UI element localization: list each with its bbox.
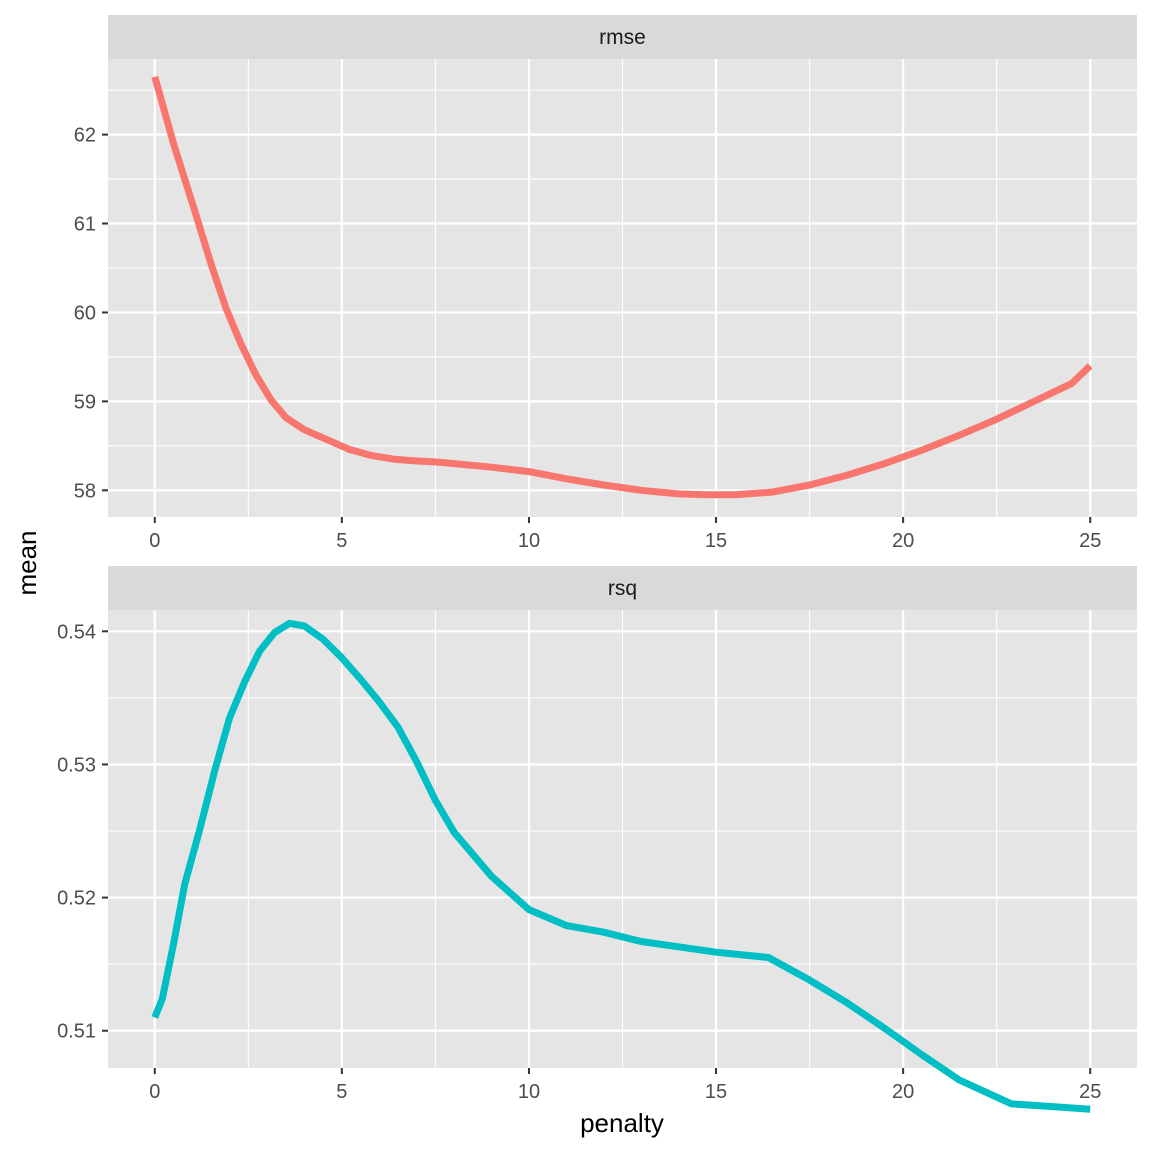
x-tick-label: 25 <box>1079 530 1101 552</box>
series-line-rmse <box>151 75 1093 499</box>
y-tick-label: 61 <box>74 214 96 236</box>
facet-panels: rmse 0 5 10 15 20 25 58 59 60 61 62 rsq 0 5 10 15 20 25 0.5… <box>57 15 1137 1113</box>
x-axis-title: penalty <box>580 1108 664 1138</box>
y-tick-label: 0.52 <box>57 888 96 910</box>
facet-rmse: rmse 0 5 10 15 20 25 58 59 60 61 62 <box>74 15 1137 552</box>
series-line-rsq <box>151 619 1091 1113</box>
facet-strip-label: rmse <box>599 26 646 49</box>
x-tick-label: 5 <box>336 530 347 552</box>
y-axis-title: mean <box>12 530 42 595</box>
x-tick-label: 20 <box>892 530 914 552</box>
y-tick-label: 62 <box>74 125 96 147</box>
x-tick-label: 0 <box>149 1081 160 1103</box>
x-tick-label: 15 <box>705 530 727 552</box>
x-tick-label: 10 <box>518 1081 540 1103</box>
x-tick-label: 15 <box>705 1081 727 1103</box>
facet-strip <box>108 15 1137 59</box>
y-tick-label: 58 <box>74 480 96 502</box>
y-tick-label: 0.53 <box>57 754 96 776</box>
x-tick-label: 20 <box>892 1081 914 1103</box>
facet-strip <box>108 566 1137 610</box>
y-tick-label: 0.54 <box>57 621 96 643</box>
x-tick-label: 0 <box>149 530 160 552</box>
x-tick-label: 10 <box>518 530 540 552</box>
facet-rsq: rsq 0 5 10 15 20 25 0.51 0.52 0.53 0.54 <box>57 566 1137 1113</box>
x-tick-label: 25 <box>1079 1081 1101 1103</box>
facet-strip-label: rsq <box>608 577 637 600</box>
y-tick-label: 59 <box>74 391 96 413</box>
x-tick-label: 5 <box>336 1081 347 1103</box>
y-tick-label: 60 <box>74 302 96 324</box>
y-tick-label: 0.51 <box>57 1021 96 1043</box>
